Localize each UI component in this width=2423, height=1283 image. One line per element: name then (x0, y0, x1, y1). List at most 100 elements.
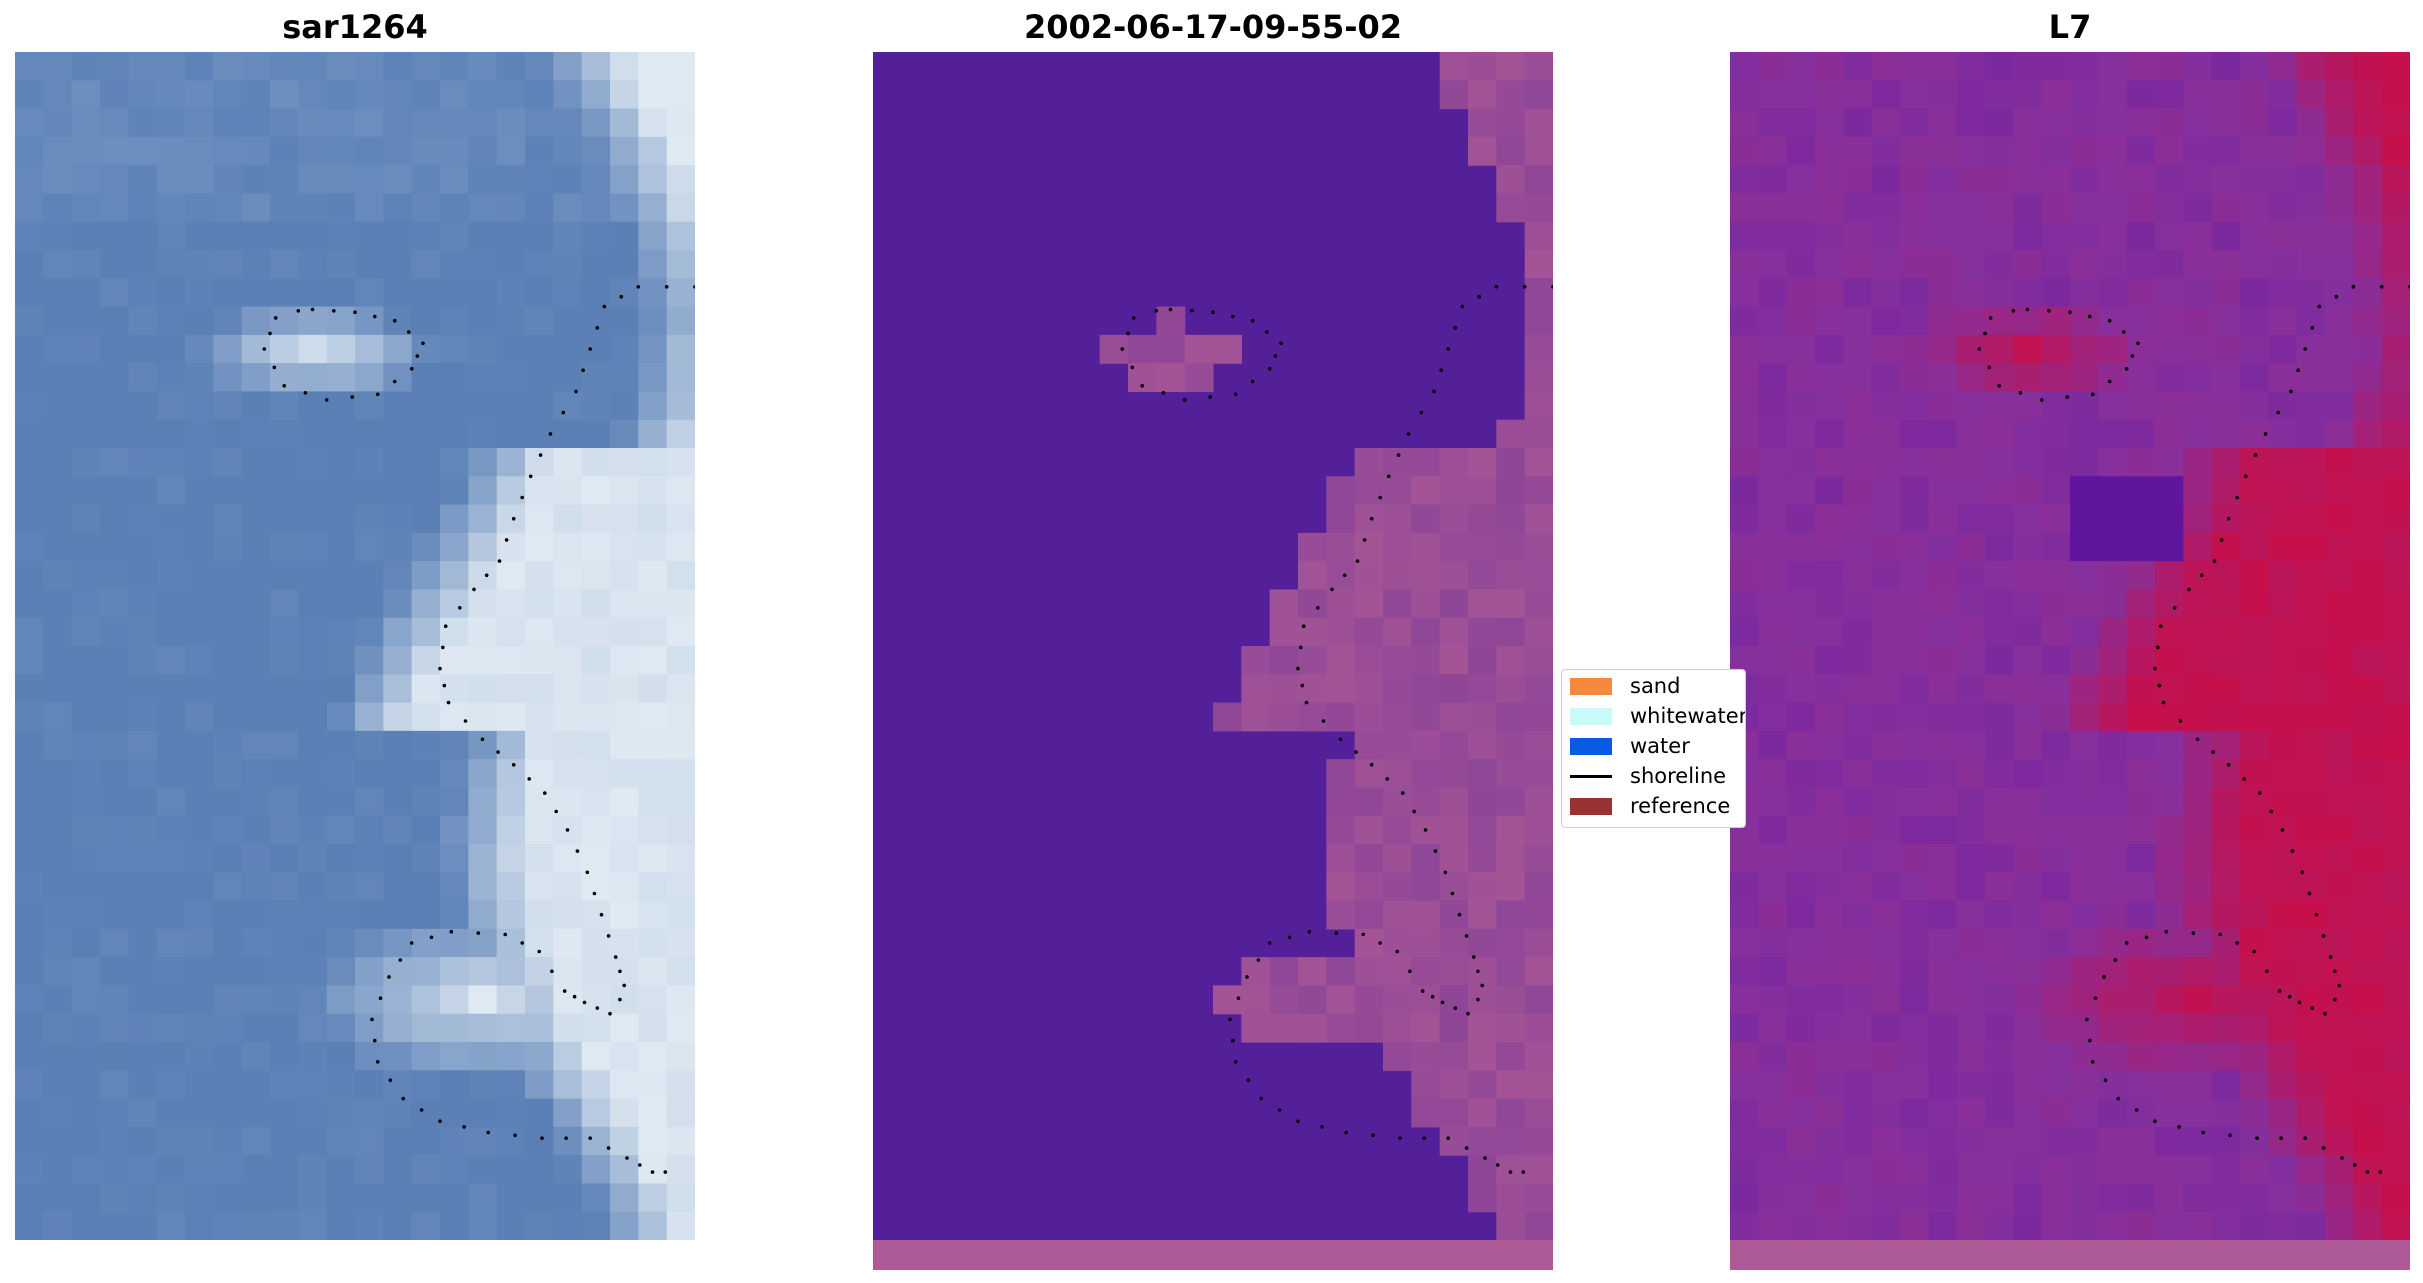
shoreline-point (1450, 891, 1455, 896)
shoreline-point (592, 891, 597, 896)
shoreline-point (599, 912, 604, 917)
shoreline-point (407, 330, 411, 334)
shoreline-point (2276, 410, 2281, 415)
shoreline-point (2328, 955, 2333, 959)
shoreline-point (2124, 367, 2129, 371)
shoreline-point (2102, 975, 2106, 979)
shoreline-point (2153, 666, 2157, 671)
shoreline-point (1300, 683, 1305, 688)
shoreline-point (2265, 969, 2269, 974)
shoreline-point (2195, 737, 2200, 742)
shoreline-point (370, 1017, 374, 1022)
rgb-image-panel (15, 52, 695, 1240)
legend-item-water: water (1562, 732, 1690, 760)
shoreline-point (2337, 983, 2341, 988)
shoreline-point (2113, 958, 2118, 962)
shoreline-point (2065, 395, 2069, 399)
shoreline-point (272, 365, 277, 370)
shoreline-point (2263, 432, 2268, 436)
shoreline-point (1457, 912, 1462, 917)
shoreline-point (554, 809, 558, 814)
shoreline-point (1120, 347, 1125, 351)
shoreline-point (1236, 996, 1241, 1000)
shoreline-point (2130, 354, 2135, 358)
shoreline-point (2307, 891, 2312, 896)
shoreline-point (1401, 791, 1405, 795)
shoreline-point (2351, 285, 2356, 289)
shoreline-point (2124, 941, 2129, 945)
shoreline-point (1126, 331, 1130, 336)
shoreline-point (2191, 931, 2196, 935)
shoreline-point (2379, 285, 2384, 289)
shoreline-point (513, 1133, 517, 1138)
legend-label-reference: reference (1630, 794, 1731, 818)
shoreline-point (1208, 395, 1212, 399)
shoreline-point (2340, 1156, 2344, 1160)
legend-swatch-reference (1570, 797, 1612, 815)
shoreline-point (565, 828, 570, 832)
shoreline-point (527, 777, 531, 781)
shoreline-point (2090, 392, 2095, 397)
shoreline-point (388, 1078, 393, 1082)
shoreline-point (2310, 1006, 2315, 1010)
shoreline-point (2088, 1038, 2092, 1043)
shoreline-point (2280, 828, 2285, 832)
shoreline-point (2258, 791, 2262, 795)
shoreline-point (1423, 828, 1428, 832)
shoreline-point (520, 495, 524, 500)
shoreline-point (446, 700, 451, 705)
shoreline-point (409, 367, 414, 371)
panel-title-index: L7 (2048, 8, 2092, 46)
shoreline-point (625, 1156, 629, 1160)
shoreline-point (2277, 989, 2282, 993)
shoreline-point (2164, 929, 2169, 934)
legend-label-sand: sand (1630, 674, 1681, 698)
shoreline-point (2116, 1096, 2120, 1101)
shoreline-point (401, 1096, 406, 1101)
shoreline-point (2178, 719, 2183, 723)
shoreline-point (1496, 1163, 1500, 1167)
shoreline-point (1190, 309, 1194, 313)
shoreline-point (562, 989, 567, 993)
panel-title-classified: 2002-06-17-09-55-02 (1023, 8, 1403, 46)
shoreline-point (1250, 379, 1255, 384)
shoreline-point (1422, 1136, 1426, 1140)
shoreline-point (1471, 955, 1476, 959)
shoreline-point (606, 1146, 611, 1150)
shoreline-point (2300, 870, 2305, 875)
shoreline-point (1420, 989, 1425, 993)
shoreline-point (1228, 1017, 1232, 1022)
shoreline-point (1321, 719, 1326, 723)
shoreline-point (1395, 949, 1399, 954)
shoreline-point (1304, 700, 1309, 705)
shoreline-point (378, 996, 383, 1000)
shoreline-point (415, 354, 420, 358)
shoreline-point (618, 969, 622, 974)
shoreline-point (1267, 941, 1272, 945)
shoreline-point (268, 331, 272, 336)
shoreline-point (449, 929, 454, 934)
shoreline-point (1494, 285, 1499, 289)
shoreline-point (1259, 1096, 1263, 1101)
shoreline-point (1446, 1136, 1450, 1140)
legend-line-shoreline (1570, 774, 1612, 778)
shoreline-point (528, 474, 533, 479)
bottom-strip (873, 1240, 1553, 1270)
shoreline-point (548, 432, 553, 436)
shoreline-point (2136, 341, 2140, 346)
shoreline-point (619, 294, 624, 299)
shoreline-point (2144, 935, 2149, 940)
shoreline-point (550, 969, 554, 974)
shoreline-point (282, 384, 287, 388)
shoreline-point (1140, 384, 1144, 388)
bottom-strip (1730, 1240, 2410, 1270)
shoreline-point (574, 389, 578, 394)
shoreline-point (585, 870, 590, 875)
shoreline-point (1983, 331, 1987, 336)
legend-label-whitewater: whitewater (1630, 704, 1746, 728)
shoreline-point (2314, 912, 2319, 917)
shoreline-point (2296, 368, 2300, 373)
shoreline-point (463, 719, 468, 723)
shoreline-point (2289, 389, 2293, 394)
shoreline-point (588, 1136, 592, 1140)
